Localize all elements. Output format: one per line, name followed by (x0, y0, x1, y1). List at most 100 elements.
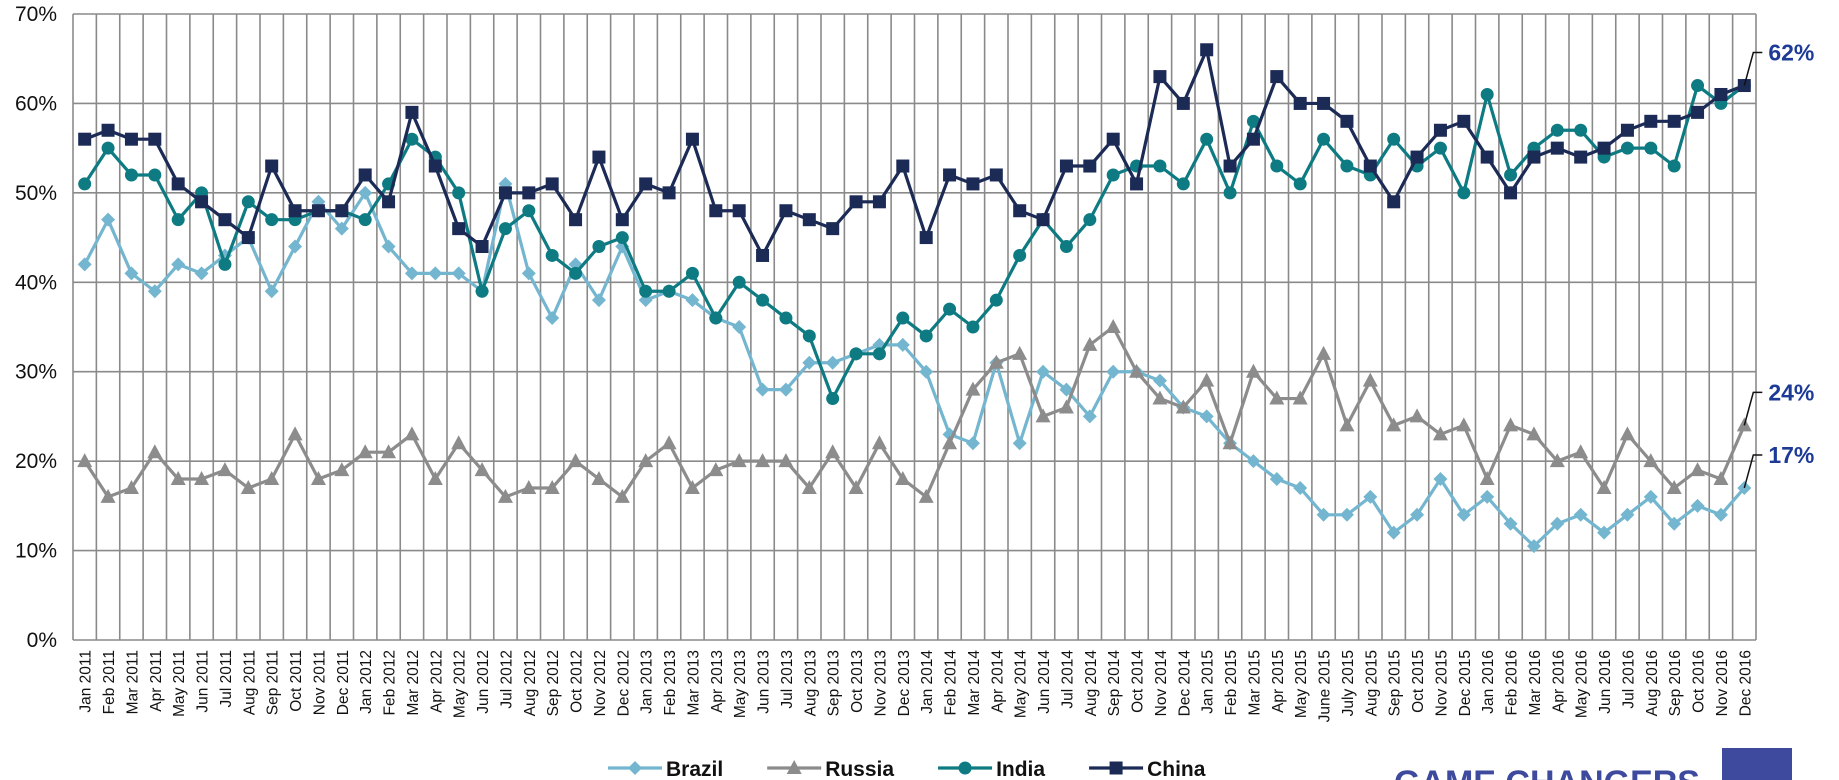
point (1293, 96, 1307, 110)
series (78, 79, 1751, 406)
x-tick-label: Aug 2015 (1363, 650, 1380, 716)
logo-text: GAME CHANGERS (1394, 764, 1700, 780)
point (428, 159, 442, 173)
point (358, 168, 372, 182)
point (452, 186, 466, 200)
point (1269, 390, 1285, 405)
x-tick-label: Sep 2012 (545, 650, 562, 716)
point (1456, 417, 1472, 432)
x-tick-label: Aug 2014 (1083, 650, 1100, 717)
x-tick-label: Jun 2014 (1036, 650, 1053, 714)
x-tick-label: Nov 2015 (1433, 650, 1450, 716)
x-tick-label: Nov 2014 (1153, 650, 1170, 717)
point (78, 132, 92, 146)
x-tick-label: Aug 2016 (1644, 650, 1661, 716)
point (895, 337, 910, 352)
point (1153, 70, 1167, 84)
point (732, 320, 747, 334)
x-tick-label: Dec 2013 (896, 650, 913, 716)
point (1574, 123, 1588, 137)
point (241, 231, 255, 245)
point (171, 213, 185, 227)
point (1270, 70, 1284, 84)
x-tick-label: Sep 2015 (1387, 650, 1404, 716)
x-tick-label: Feb 2014 (943, 650, 960, 716)
point (895, 471, 911, 486)
x-tick-label: Jun 2013 (756, 650, 773, 714)
point (147, 284, 162, 299)
legend-label: India (996, 758, 1045, 780)
point (474, 462, 490, 477)
point (966, 177, 980, 191)
point (475, 284, 489, 298)
point (194, 266, 209, 281)
point (147, 444, 163, 459)
x-tick-label: Oct 2014 (1130, 650, 1147, 713)
point (779, 311, 793, 325)
y-tick-label: 20% (15, 450, 57, 473)
point (919, 231, 933, 245)
point (265, 213, 279, 227)
x-tick-label: Apr 2014 (989, 650, 1006, 713)
point (1012, 436, 1027, 451)
point (1013, 204, 1027, 218)
point (1317, 96, 1331, 110)
x-tick-label: Mar 2012 (405, 650, 422, 715)
point (1503, 516, 1518, 531)
x-tick-label: Jan 2015 (1200, 650, 1217, 714)
point (1152, 390, 1168, 405)
point (1058, 399, 1074, 414)
point (1153, 159, 1167, 173)
legend-marker (958, 761, 972, 775)
x-tick-label: Dec 2015 (1457, 650, 1474, 716)
point (1199, 409, 1214, 424)
point (451, 266, 466, 281)
point (709, 311, 723, 325)
point (1667, 159, 1681, 173)
point (123, 479, 139, 494)
point (148, 168, 162, 182)
point (685, 132, 699, 146)
point (1106, 132, 1120, 146)
point (475, 240, 489, 254)
point (1106, 364, 1121, 379)
x-tick-label: June 2015 (1317, 650, 1334, 722)
point (825, 444, 841, 459)
point (943, 302, 957, 316)
point (638, 453, 654, 468)
point (1597, 525, 1612, 540)
x-tick-label: Dec 2011 (335, 650, 352, 715)
point (1690, 498, 1705, 513)
point (1292, 390, 1308, 405)
point (1456, 507, 1471, 522)
point (1013, 248, 1027, 262)
point (1667, 516, 1682, 531)
x-tick-label: Jun 2016 (1597, 650, 1614, 714)
point (685, 293, 700, 308)
point (1246, 114, 1260, 128)
point (404, 266, 419, 281)
point (100, 488, 116, 503)
point (965, 381, 981, 396)
point (1480, 87, 1494, 101)
x-tick-label: Sep 2013 (826, 650, 843, 716)
point (919, 329, 933, 343)
point (405, 132, 419, 146)
x-tick-label: Apr 2015 (1270, 650, 1287, 713)
point (101, 123, 115, 137)
point (1222, 435, 1238, 450)
point (1457, 114, 1471, 128)
point (1573, 507, 1588, 522)
point (1619, 426, 1635, 441)
x-tick-label: Jul 2013 (779, 650, 796, 709)
x-tick-label: Mar 2015 (1246, 650, 1263, 715)
point (1433, 141, 1447, 155)
x-tick-label: Mar 2013 (685, 650, 702, 715)
x-tick-label: Feb 2013 (662, 650, 679, 716)
point (965, 436, 980, 451)
series (78, 43, 1751, 262)
x-tick-label: Mar 2014 (966, 650, 983, 716)
point (1246, 454, 1261, 469)
point (1130, 177, 1144, 191)
point (662, 284, 676, 298)
